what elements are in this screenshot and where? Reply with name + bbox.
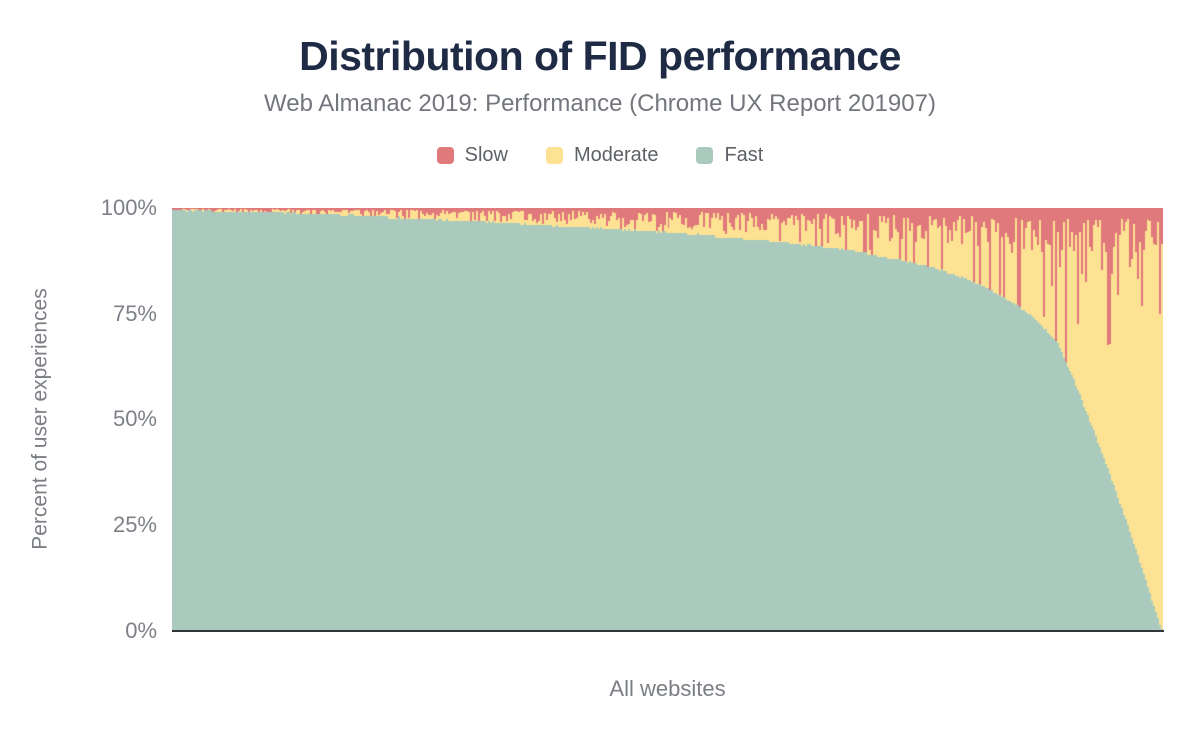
- stacked-bars-canvas: [172, 208, 1163, 631]
- legend: Slow Moderate Fast: [0, 144, 1200, 167]
- legend-swatch-moderate-icon: [545, 147, 563, 164]
- plot-area: [172, 208, 1163, 631]
- y-tick-75: 75%: [112, 301, 157, 326]
- x-axis-label: All websites: [609, 676, 726, 701]
- y-tick-100: 100%: [100, 195, 157, 220]
- legend-label-moderate: Moderate: [573, 144, 659, 166]
- y-axis-title: Percent of user experiences: [28, 288, 52, 550]
- y-tick-0: 0%: [125, 618, 157, 643]
- x-axis-line: [172, 630, 1164, 632]
- chart-title: Distribution of FID performance: [299, 33, 901, 79]
- legend-label-fast: Fast: [724, 144, 764, 166]
- legend-item-moderate: Moderate: [545, 144, 659, 167]
- legend-item-fast: Fast: [696, 144, 763, 167]
- legend-item-slow: Slow: [436, 144, 508, 167]
- legend-label-slow: Slow: [464, 144, 508, 166]
- y-tick-25: 25%: [112, 512, 157, 537]
- chart-subtitle: Web Almanac 2019: Performance (Chrome UX…: [264, 90, 936, 117]
- legend-swatch-slow-icon: [436, 147, 454, 164]
- y-tick-50: 50%: [112, 406, 157, 431]
- legend-swatch-fast-icon: [696, 147, 714, 164]
